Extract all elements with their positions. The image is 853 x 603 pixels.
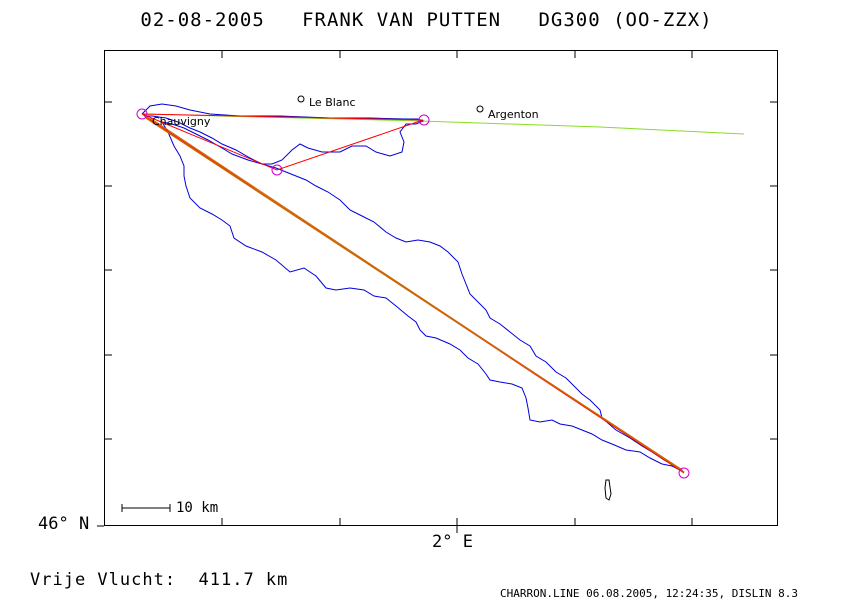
footer-info: CHARRON.LINE 06.08.2005, 12:24:35, DISLI… [500,587,799,600]
free-flight-distance: Vrije Vlucht: 411.7 km [30,570,289,590]
turnpoint-marker-2 [271,164,283,176]
latitude-label: 46° N [38,514,90,534]
town-marker-le-blanc [297,95,305,103]
task-legs [141,113,685,474]
free-flight-leg-shadow [149,117,685,473]
town-label-argenton: Argenton [488,108,539,121]
town-marker-argenton [476,105,484,113]
gps-track [141,103,685,473]
lake-shape [604,479,612,501]
turnpoint-marker-3 [678,467,690,479]
town-label-chauvigny: Chauvigny [152,115,211,128]
longitude-label: 2° E [432,532,473,552]
turnpoint-marker-start [136,108,148,120]
turnpoint-marker-1 [418,114,430,126]
axis-ticks [104,50,778,526]
town-label-le-blanc: Le Blanc [309,96,356,109]
map-title: 02-08-2005 FRANK VAN PUTTEN DG300 (OO-ZZ… [140,9,713,31]
scale-bar [121,504,171,512]
start-line [141,113,745,135]
scale-bar-label: 10 km [176,500,219,516]
map-frame [104,50,778,526]
